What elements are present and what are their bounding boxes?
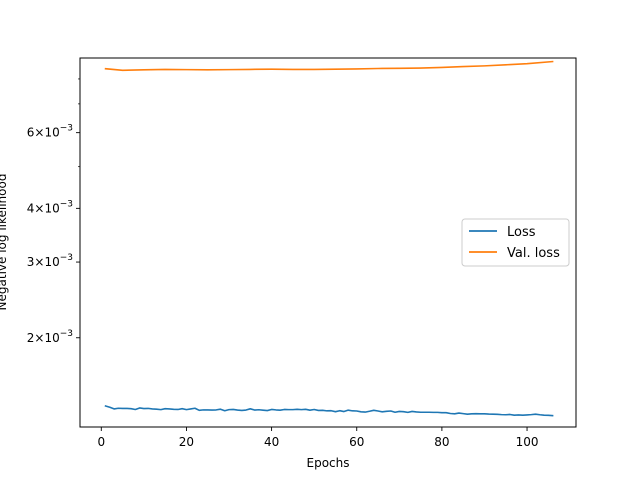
x-tick-label: 0: [97, 435, 105, 449]
legend: Loss Val. loss: [461, 218, 570, 267]
y-tick-label: 3×10−3: [27, 253, 73, 269]
y-axis: 2×10−3 3×10−3 4×10−3 6×10−3: [27, 78, 80, 345]
series-line-loss: [104, 404, 554, 417]
y-tick-label: 6×10−3: [27, 124, 73, 140]
legend-label-val-loss: Val. loss: [507, 246, 560, 261]
y-tick-label: 4×10−3: [27, 199, 73, 215]
y-tick-label: 2×10−3: [27, 329, 73, 345]
axes-border: [79, 57, 577, 428]
x-tick-label: 80: [434, 435, 449, 449]
x-tick-label: 20: [179, 435, 194, 449]
x-axis-title: Epochs: [307, 456, 350, 470]
x-tick-label: 40: [264, 435, 279, 449]
x-tick-label: 100: [516, 435, 539, 449]
series-layer: [104, 60, 554, 417]
series-line-val-loss: [104, 60, 554, 72]
x-tick-label: 60: [349, 435, 364, 449]
x-axis: 0 20 40 60 80 100: [97, 427, 538, 449]
y-axis-title: Negative log likelihood: [0, 174, 9, 311]
legend-label-loss: Loss: [507, 225, 536, 240]
